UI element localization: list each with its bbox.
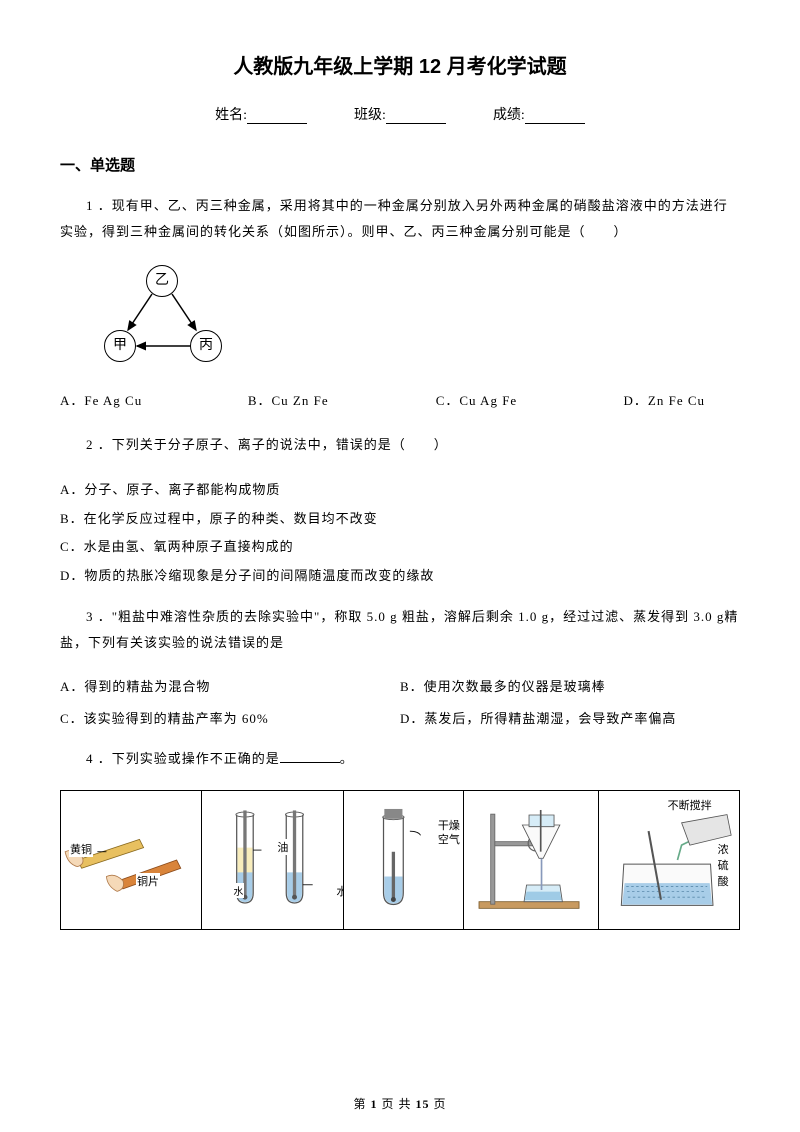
footer-p1: 第 bbox=[353, 1097, 370, 1111]
label-acid: 浓硫酸 bbox=[717, 841, 739, 889]
label-stir: 不断搅拌 bbox=[667, 797, 713, 813]
student-info-line: 姓名: 班级: 成绩: bbox=[60, 104, 740, 124]
q3-opt-c: C．该实验得到的精盐产率为 60% bbox=[60, 706, 400, 732]
name-blank[interactable] bbox=[247, 110, 307, 124]
node-left: 甲 bbox=[104, 330, 136, 362]
q2-opt-c: C．水是由氢、氧两种原子直接构成的 bbox=[60, 533, 740, 562]
q4-fig-b: 油 水 水 bbox=[202, 791, 343, 929]
score-label: 成绩: bbox=[493, 108, 525, 123]
q3-opt-d: D．蒸发后，所得精盐潮湿，会导致产率偏高 bbox=[400, 706, 740, 732]
score-blank[interactable] bbox=[525, 110, 585, 124]
page-title: 人教版九年级上学期 12 月考化学试题 bbox=[60, 50, 740, 79]
q4-text: 4 ．下列实验或操作不正确的是 。 bbox=[60, 746, 740, 772]
q4-fig-a: 黄铜 铜片 bbox=[61, 791, 202, 929]
q4-prefix: 4 ．下列实验或操作不正确的是 bbox=[86, 751, 280, 766]
q2-opt-b: B．在化学反应过程中，原子的种类、数目均不改变 bbox=[60, 505, 740, 534]
q4-blank[interactable] bbox=[280, 751, 340, 763]
q4-fig-e: 不断搅拌 浓硫酸 水 bbox=[599, 791, 739, 929]
q1-options: A．Fe Ag Cu B．Cu Zn Fe C．Cu Ag Fe D．Zn Fe… bbox=[60, 388, 740, 414]
q3-opt-a: A．得到的精盐为混合物 bbox=[60, 674, 400, 700]
q1-opt-b: B．Cu Zn Fe bbox=[248, 388, 432, 414]
q1-opt-d: D．Zn Fe Cu bbox=[624, 388, 706, 414]
q4-fig-c: 干燥 空气 bbox=[344, 791, 464, 929]
q2-opt-d: D．物质的热胀冷缩现象是分子间的间隔随温度而改变的缘故 bbox=[60, 562, 740, 591]
q4-suffix: 。 bbox=[340, 751, 354, 766]
q3-opt-b: B．使用次数最多的仪器是玻璃棒 bbox=[400, 674, 740, 700]
class-blank[interactable] bbox=[386, 110, 446, 124]
label-water2: 水 bbox=[335, 883, 343, 899]
footer-p3: 页 bbox=[430, 1097, 447, 1111]
q1-diagram: 乙 甲 丙 bbox=[90, 263, 240, 373]
q2-text: 2 ．下列关于分子原子、离子的说法中，错误的是（ ） bbox=[60, 432, 740, 458]
q2-opt-a: A．分子、原子、离子都能构成物质 bbox=[60, 476, 740, 505]
q4-figure-table: 黄铜 铜片 油 水 水 bbox=[60, 790, 740, 930]
label-oil: 油 bbox=[276, 839, 289, 855]
name-label: 姓名: bbox=[215, 108, 247, 123]
q1-text: 1 ．现有甲、乙、丙三种金属，采用将其中的一种金属分别放入另外两种金属的硝酸盐溶… bbox=[60, 193, 740, 245]
q1-opt-a: A．Fe Ag Cu bbox=[60, 388, 244, 414]
page-footer: 第 1 页 共 15 页 bbox=[0, 1095, 800, 1112]
label-brass: 黄铜 bbox=[69, 841, 93, 857]
node-top: 乙 bbox=[146, 265, 178, 297]
q3-text: 3 ．"粗盐中难溶性杂质的去除实验中"，称取 5.0 g 粗盐，溶解后剩余 1.… bbox=[60, 604, 740, 656]
footer-p2: 页 共 bbox=[377, 1097, 415, 1111]
label-dryair-2: 空气 bbox=[437, 831, 461, 847]
footer-total: 15 bbox=[416, 1097, 430, 1111]
class-label: 班级: bbox=[354, 108, 386, 123]
section-heading: 一、单选题 bbox=[60, 154, 740, 175]
q1-opt-c: C．Cu Ag Fe bbox=[436, 388, 620, 414]
q4-fig-d bbox=[464, 791, 598, 929]
label-copper: 铜片 bbox=[136, 873, 160, 889]
label-water1: 水 bbox=[232, 883, 244, 898]
node-right: 丙 bbox=[190, 330, 222, 362]
